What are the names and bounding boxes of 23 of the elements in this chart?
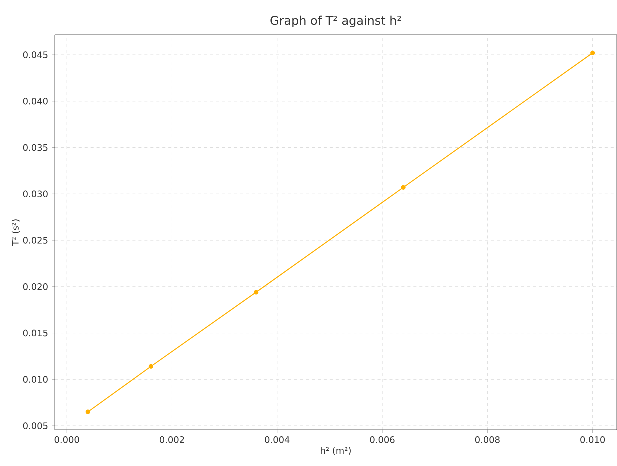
x-axis-title: h² (m²) — [321, 447, 351, 456]
x-tick-label: 0.008 — [475, 436, 500, 444]
x-tick-label: 0.002 — [160, 436, 184, 444]
x-tick-label: 0.006 — [370, 436, 395, 444]
point — [148, 364, 154, 369]
point — [401, 185, 406, 190]
point — [590, 50, 596, 56]
x-tick-label: 0.000 — [54, 436, 80, 444]
y-tick-label: 0.015 — [23, 330, 48, 337]
x-tick-label: 0.004 — [265, 436, 290, 444]
y-tick-label: 0.045 — [23, 52, 48, 58]
y-tick-label: 0.005 — [23, 422, 48, 430]
y-tick-label: 0.010 — [23, 376, 48, 384]
y-tick-label: 0.020 — [23, 284, 48, 290]
y-tick-label: 0.030 — [23, 190, 48, 198]
y-tick-label: 0.025 — [23, 237, 48, 244]
chart-title: Graph of T² against h² — [270, 16, 402, 28]
x-tick-label: 0.010 — [580, 436, 606, 444]
y-tick-label: 0.035 — [23, 144, 48, 152]
y-tick-label: 0.040 — [23, 98, 48, 105]
y-axis-title: T² (s²) — [12, 220, 20, 246]
point — [86, 410, 90, 414]
point — [254, 290, 259, 295]
